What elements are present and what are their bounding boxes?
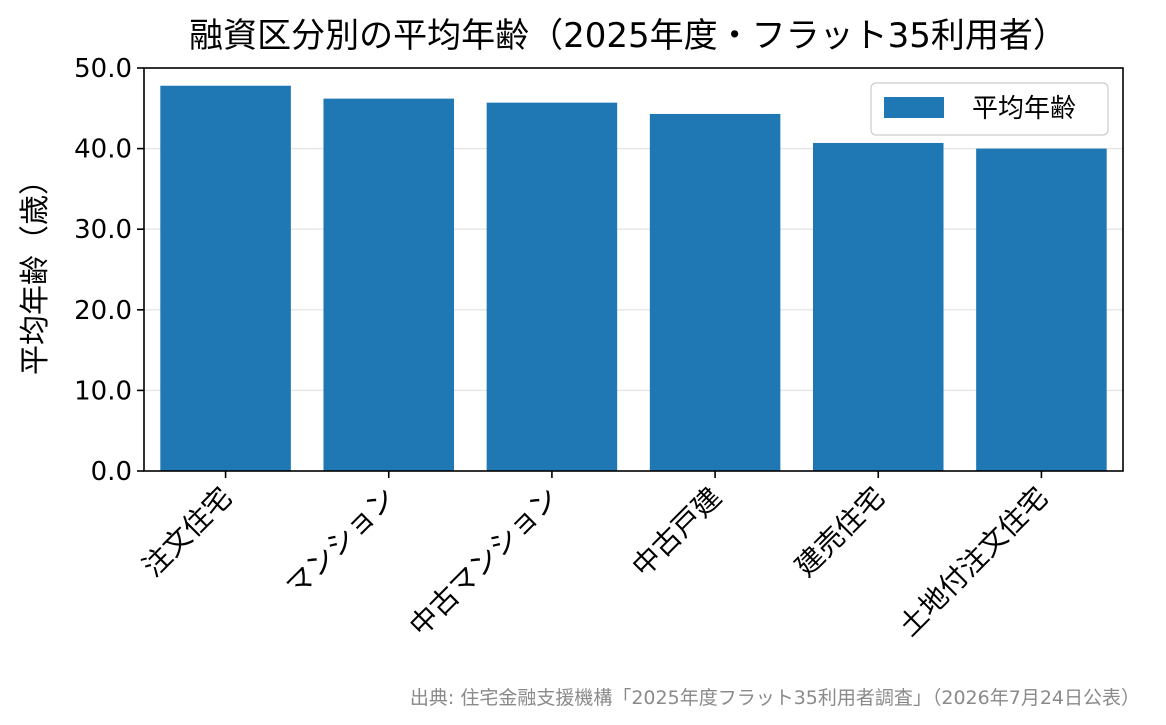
y-tick-label: 10.0: [74, 376, 132, 406]
x-tick-label: 中古戸建: [625, 481, 728, 584]
legend-swatch: [884, 97, 944, 118]
x-tick-label: 注文住宅: [136, 481, 239, 584]
chart-title: 融資区分別の平均年齢（2025年度・フラット35利用者）: [189, 16, 1067, 56]
source-note: 出典: 住宅金融支援機構「2025年度フラット35利用者調査」（2026年7月2…: [410, 687, 1140, 709]
y-tick-label: 20.0: [74, 296, 132, 326]
bar: [649, 113, 781, 471]
x-axis: 注文住宅 マンション 中古マンション 中古戸建 建売住宅 土地付注文住宅: [136, 471, 1054, 643]
plot-frame: [143, 67, 1124, 472]
x-tick-label: 建売住宅: [789, 481, 892, 584]
x-tick-label: 中古マンション: [403, 481, 565, 643]
bar: [486, 102, 618, 472]
y-tick-label: 30.0: [74, 215, 132, 245]
y-tick-label: 40.0: [74, 135, 132, 165]
legend: 平均年齢: [870, 82, 1109, 136]
legend-box: [870, 82, 1109, 136]
bars: [160, 85, 1107, 472]
bar: [160, 85, 291, 472]
x-tick-label: 土地付注文住宅: [892, 481, 1054, 643]
bar: [323, 98, 455, 472]
y-tick-label: 0.0: [91, 457, 132, 487]
grid-lines: [144, 147, 1123, 392]
legend-label: 平均年齢: [972, 94, 1076, 124]
y-axis: 0.0 10.0 20.0 30.0 40.0 50.0: [74, 54, 144, 487]
x-tick-label: マンション: [279, 481, 401, 603]
y-tick-label: 50.0: [74, 54, 132, 84]
bar: [812, 142, 944, 471]
y-axis-label: 平均年齢（歳）: [18, 165, 53, 375]
bar: [976, 148, 1107, 471]
